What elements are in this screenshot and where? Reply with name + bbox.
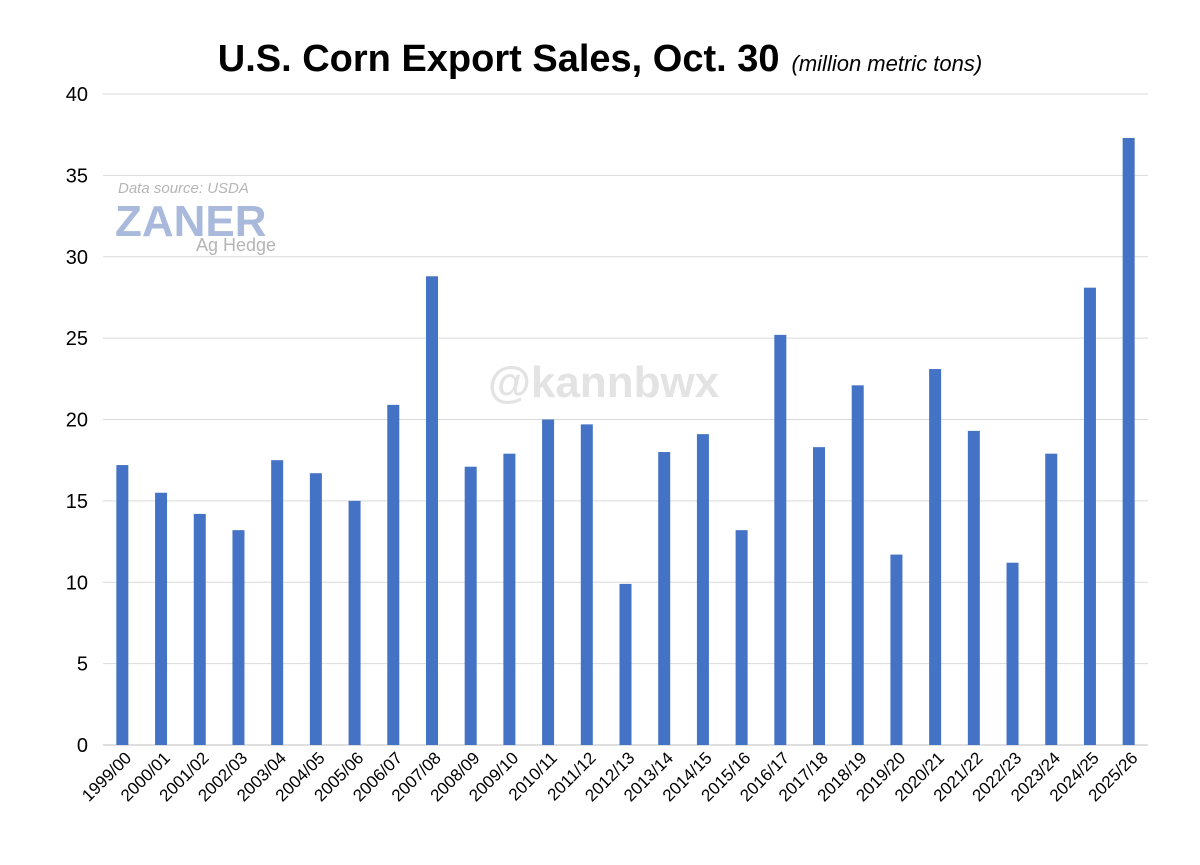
bar	[193, 513, 206, 745]
bar	[813, 447, 826, 745]
bar	[271, 460, 284, 745]
y-tick-label: 5	[77, 654, 88, 676]
watermark: @kannbwx	[488, 358, 720, 407]
y-tick-label: 20	[66, 410, 88, 432]
y-tick-label: 0	[77, 735, 88, 757]
chart-subtitle: (million metric tons)	[791, 51, 983, 76]
bar	[116, 465, 129, 745]
bar	[619, 583, 632, 745]
bar	[735, 530, 748, 745]
bar	[851, 385, 864, 745]
bar	[1083, 287, 1096, 745]
chart-title-block: U.S. Corn Export Sales, Oct. 30 (million …	[0, 38, 1200, 81]
zaner-logo-subtitle: Ag Hedge	[196, 235, 277, 255]
bar	[1045, 453, 1058, 745]
bar	[580, 424, 593, 745]
bar	[232, 530, 245, 745]
bar	[155, 492, 168, 745]
y-tick-label: 25	[66, 328, 88, 350]
y-tick-label: 10	[66, 572, 88, 594]
data-source-note: Data source: USDA	[118, 180, 249, 197]
bar	[387, 404, 400, 745]
bar	[348, 500, 361, 745]
y-tick-label: 35	[66, 165, 88, 187]
bar	[425, 276, 438, 745]
bar	[774, 334, 787, 745]
bar	[696, 434, 709, 745]
y-tick-label: 30	[66, 247, 88, 269]
zaner-logo: ZANER	[115, 197, 267, 246]
y-tick-label: 15	[66, 491, 88, 513]
bar	[658, 452, 671, 745]
bar	[309, 473, 322, 745]
bar	[464, 466, 477, 745]
y-tick-label: 40	[66, 84, 88, 106]
bar	[967, 430, 980, 745]
bar	[929, 369, 942, 745]
bar	[1006, 562, 1019, 745]
chart-title: U.S. Corn Export Sales, Oct. 30	[217, 38, 780, 80]
bar	[503, 453, 516, 745]
bar	[542, 419, 555, 745]
bar	[1122, 137, 1135, 745]
bar	[890, 554, 903, 745]
